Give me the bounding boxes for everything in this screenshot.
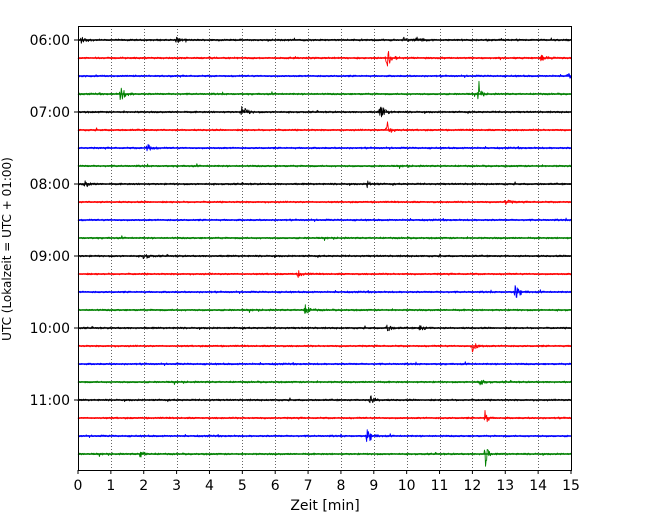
x-axis-ticks: 0 1 2 3 4 5 6 7 8 9 10 11 12 13 14 15 bbox=[74, 470, 580, 494]
x-tick-label: 15 bbox=[562, 478, 580, 494]
grid-layer bbox=[111, 26, 539, 470]
y-tick-label: 06:00 bbox=[30, 33, 70, 49]
x-tick-label: 8 bbox=[336, 478, 345, 494]
traces-layer bbox=[77, 36, 572, 467]
seismogram-trace bbox=[77, 253, 572, 260]
x-tick-label: 6 bbox=[271, 478, 280, 494]
x-tick-label: 2 bbox=[139, 478, 148, 494]
y-tick-label: 09:00 bbox=[30, 249, 70, 265]
x-tick-label: 4 bbox=[205, 478, 214, 494]
x-tick-label: 12 bbox=[463, 478, 481, 494]
x-tick-label: 1 bbox=[106, 478, 115, 494]
y-tick-label: 08:00 bbox=[30, 177, 70, 193]
x-tick-label: 7 bbox=[304, 478, 313, 494]
y-axis-ticks: 06:00 07:00 08:00 09:00 10:00 11:00 bbox=[30, 33, 78, 409]
x-tick-label: 9 bbox=[369, 478, 378, 494]
x-axis-label: Zeit [min] bbox=[290, 498, 359, 514]
x-tick-label: 5 bbox=[238, 478, 247, 494]
y-tick-label: 11:00 bbox=[30, 393, 70, 409]
x-tick-label: 13 bbox=[496, 478, 514, 494]
x-tick-label: 11 bbox=[431, 478, 449, 494]
y-tick-label: 10:00 bbox=[30, 321, 70, 337]
x-tick-label: 10 bbox=[398, 478, 416, 494]
y-axis-label: UTC (Lokalzeit = UTC + 01:00) bbox=[0, 157, 14, 341]
x-tick-label: 14 bbox=[529, 478, 547, 494]
x-tick-label: 0 bbox=[74, 478, 83, 494]
x-tick-label: 3 bbox=[172, 478, 181, 494]
plot-frame bbox=[78, 26, 572, 471]
y-tick-label: 07:00 bbox=[30, 105, 70, 121]
